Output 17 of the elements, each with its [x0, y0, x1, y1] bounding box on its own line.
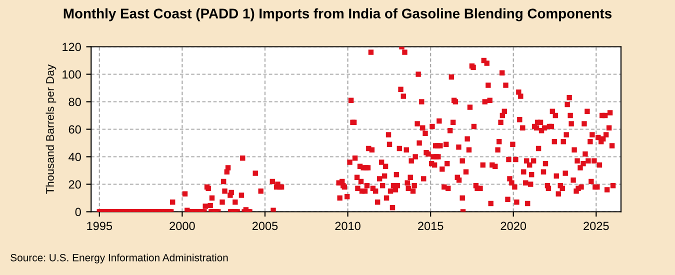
- chart-title: Monthly East Coast (PADD 1) Imports from India of Gasoline Blending Components: [64, 8, 612, 22]
- x-tick-label: 2005: [252, 222, 278, 230]
- x-tick-label: 2000: [170, 222, 195, 230]
- x-tick-label: 1995: [87, 222, 112, 230]
- x-tick-label: 2010: [335, 222, 360, 230]
- y-tick-label: 40: [68, 152, 81, 162]
- y-tick-label: 80: [68, 98, 81, 106]
- y-tick-label: 0: [75, 208, 81, 216]
- y-tick-label: 120: [62, 42, 81, 52]
- x-tick-label: 2020: [500, 222, 526, 230]
- x-tick-label: 2025: [584, 222, 609, 230]
- source-note: Source: U.S. Energy Information Administration: [10, 254, 228, 264]
- y-tick-label: 20: [68, 180, 81, 189]
- y-axis-title: Thousand Barrels per Day: [46, 64, 56, 194]
- y-tick-label: 60: [68, 125, 81, 134]
- y-tick-label: 100: [62, 70, 81, 79]
- x-tick-label: 2015: [418, 222, 444, 230]
